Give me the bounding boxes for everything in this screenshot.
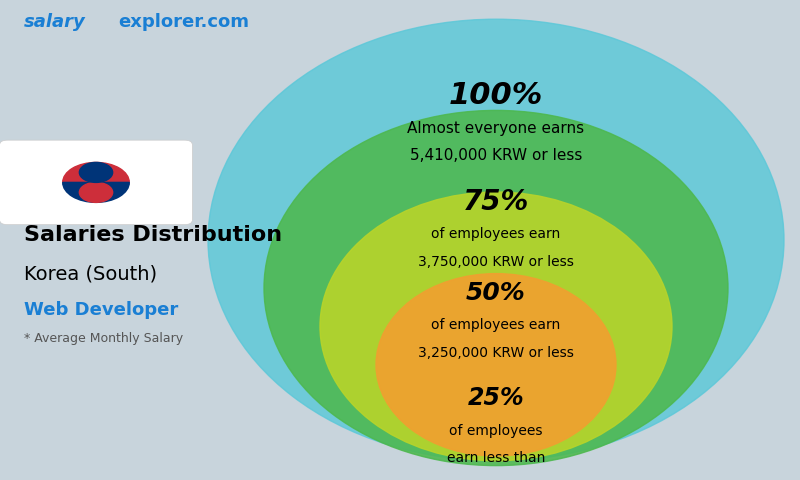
Wedge shape — [62, 162, 130, 182]
Ellipse shape — [264, 110, 728, 466]
Wedge shape — [62, 182, 130, 203]
Circle shape — [79, 182, 113, 203]
Text: salary: salary — [24, 12, 86, 31]
FancyBboxPatch shape — [0, 140, 193, 225]
Text: 2,620,000: 2,620,000 — [461, 479, 531, 480]
Text: Almost everyone earns: Almost everyone earns — [407, 121, 585, 136]
Text: Salaries Distribution: Salaries Distribution — [24, 225, 282, 245]
Text: 100%: 100% — [449, 82, 543, 110]
Text: of employees: of employees — [450, 424, 542, 438]
Text: of employees earn: of employees earn — [431, 318, 561, 333]
Text: Web Developer: Web Developer — [24, 300, 178, 319]
Text: 25%: 25% — [468, 386, 524, 410]
Text: 50%: 50% — [466, 281, 526, 305]
Ellipse shape — [320, 192, 672, 461]
Text: 75%: 75% — [463, 188, 529, 216]
Ellipse shape — [208, 19, 784, 461]
Text: earn less than: earn less than — [447, 451, 545, 466]
Text: 3,250,000 KRW or less: 3,250,000 KRW or less — [418, 346, 574, 360]
Circle shape — [62, 162, 130, 203]
Text: of employees earn: of employees earn — [431, 227, 561, 241]
Text: 3,750,000 KRW or less: 3,750,000 KRW or less — [418, 254, 574, 269]
Text: explorer.com: explorer.com — [118, 12, 250, 31]
Ellipse shape — [376, 274, 616, 456]
Text: Korea (South): Korea (South) — [24, 264, 157, 283]
Circle shape — [79, 162, 113, 182]
Text: * Average Monthly Salary: * Average Monthly Salary — [24, 332, 183, 345]
Text: 5,410,000 KRW or less: 5,410,000 KRW or less — [410, 148, 582, 164]
